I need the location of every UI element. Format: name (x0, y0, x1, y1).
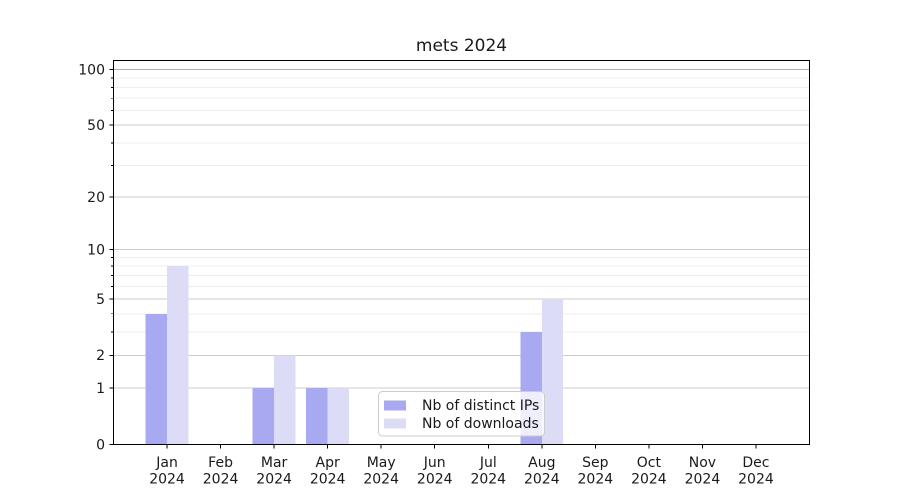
x-tick-year: 2024 (685, 472, 721, 488)
plot-frame (113, 60, 810, 445)
bar-jan-series0 (145, 313, 168, 445)
x-tick-year: 2024 (631, 472, 667, 488)
x-tick-label-jan: Jan 2024 (149, 455, 185, 488)
y-tick-label: 50 (87, 118, 105, 134)
x-tick-label-nov: Nov 2024 (685, 455, 721, 488)
x-tick-month: Feb (208, 455, 233, 471)
x-tick-month: Dec (742, 455, 769, 471)
x-tick-month: May (367, 455, 396, 471)
y-tick-label: 100 (78, 62, 105, 78)
bar-mar-series0 (252, 388, 275, 445)
x-tick-label-mar: Mar 2024 (256, 455, 292, 488)
x-tick-month: Nov (689, 455, 716, 471)
x-tick-year: 2024 (738, 472, 774, 488)
x-tick-month: Jul (479, 455, 497, 471)
bar-apr-series0 (306, 388, 328, 445)
x-tick-year: 2024 (310, 472, 346, 488)
x-tick-year: 2024 (417, 472, 453, 488)
bar-apr-series1 (327, 388, 350, 445)
x-tick-month: Jan (155, 455, 178, 471)
bar-mar-series1 (274, 355, 296, 445)
x-tick-year: 2024 (524, 472, 560, 488)
x-tick-year: 2024 (256, 472, 292, 488)
x-tick-month: Jun (423, 455, 446, 471)
major-gridlines (113, 69, 810, 389)
y-tick-label: 0 (96, 437, 105, 453)
x-tick-month: Sep (582, 455, 609, 471)
legend-label-series1: Nb of downloads (422, 416, 539, 432)
y-tick-label: 5 (96, 292, 105, 308)
y-tick-label: 1 (96, 381, 105, 397)
x-tick-label-may: May 2024 (363, 455, 399, 488)
x-tick-label-oct: Oct 2024 (631, 455, 667, 488)
legend-label-series0: Nb of distinct IPs (422, 398, 539, 414)
legend: Nb of distinct IPs Nb of downloads (378, 391, 545, 437)
x-tick-month: Oct (637, 455, 662, 471)
minor-gridlines (113, 77, 810, 333)
x-tick-label-feb: Feb 2024 (203, 455, 239, 488)
x-tick-label-dec: Dec 2024 (738, 455, 774, 488)
x-tick-label-sep: Sep 2024 (578, 455, 614, 488)
y-tick-label: 10 (87, 243, 105, 259)
x-tick-year: 2024 (203, 472, 239, 488)
x-tick-month: Apr (316, 455, 340, 471)
y-tick-label: 2 (96, 348, 105, 364)
x-tick-label-jun: Jun 2024 (417, 455, 453, 488)
y-tick-label: 20 (87, 190, 105, 206)
x-tick-month: Aug (528, 455, 555, 471)
chart-title: mets 2024 (416, 36, 507, 56)
y-axis: 0 1 2 5 10 20 50 100 (78, 62, 114, 453)
x-tick-label-apr: Apr 2024 (310, 455, 346, 488)
legend-box (378, 391, 545, 437)
x-tick-label-jul: Jul 2024 (470, 455, 506, 488)
x-tick-year: 2024 (363, 472, 399, 488)
x-tick-year: 2024 (578, 472, 614, 488)
x-tick-year: 2024 (470, 472, 506, 488)
bar-aug-series1 (541, 298, 564, 445)
x-tick-month: Mar (261, 455, 288, 471)
x-tick-year: 2024 (149, 472, 185, 488)
legend-swatch-series1 (384, 418, 406, 429)
x-tick-label-aug: Aug 2024 (524, 455, 560, 488)
bar-jan-series1 (167, 266, 189, 445)
legend-swatch-series0 (384, 400, 406, 411)
